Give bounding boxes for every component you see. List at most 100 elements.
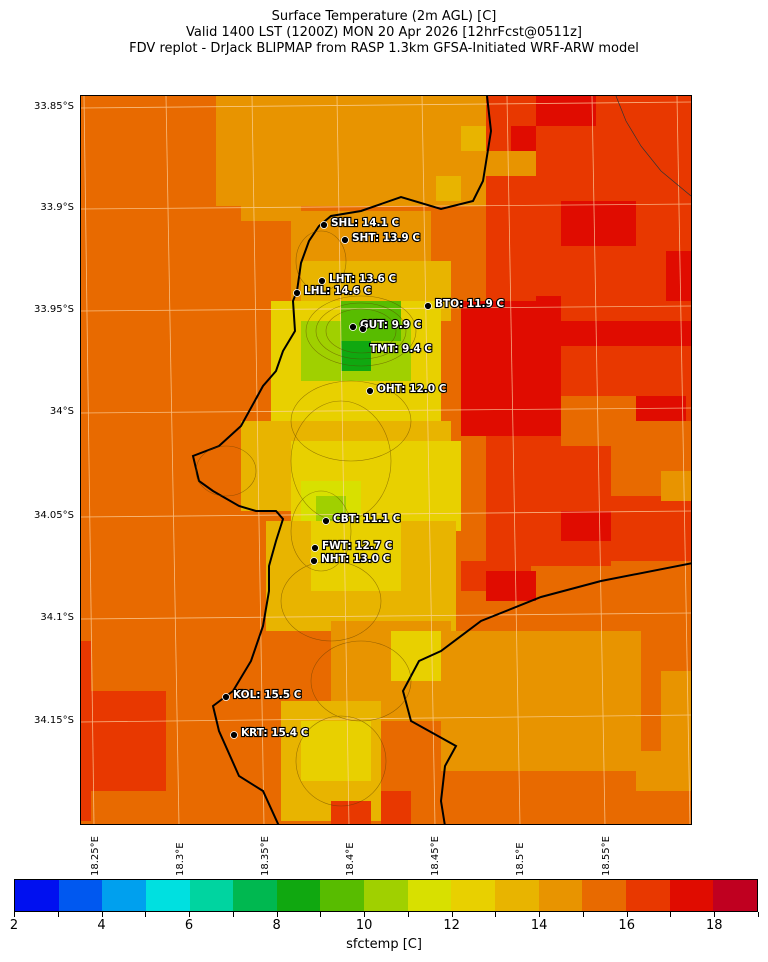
colorbar-tick [189,912,191,917]
lon-tick-label: 18.3°E [175,842,186,876]
lat-tick-label: 33.9°S [40,202,74,213]
coastline-south [401,562,691,824]
lon-tick-label: 18.35°E [260,836,271,876]
station-cbt: CBT: 11.1 C [322,512,402,526]
station-krt: KRT: 15.4 C [230,726,310,740]
colorbar-tick [364,912,366,917]
colorbar-swatch [102,880,146,911]
station-label: OHT: 12.0 C [377,383,447,395]
station-marker-icon [310,557,318,565]
chart-subtitle-model: FDV replot - DrJack BLIPMAP from RASP 1.… [129,41,639,56]
lon-tick-label: 18.25°E [90,836,101,876]
colorbar-tick [451,912,453,917]
colorbar-swatch [407,880,452,911]
lon-tick-label: 18.45°E [430,836,441,876]
station-marker-icon [322,517,330,525]
colorbar-label: sfctemp [C] [346,937,422,952]
colorbar-swatch [625,880,670,911]
station-label: NHT: 13.0 C [321,553,391,565]
colorbar-tick [145,912,147,917]
colorbar-tick-label: 2 [9,918,19,933]
station-marker-icon [311,544,319,552]
station-marker-icon [222,693,230,701]
station-label: GUT: 9.9 C [360,319,422,331]
station-kol: KOL: 15.5 C [222,688,303,702]
station-oht: OHT: 12.0 C [366,382,448,396]
terrain-contours [195,230,417,807]
colorbar-tick [582,912,584,917]
lon-tick-label: 18.4°E [345,842,356,876]
station-fwt: FWT: 12.7 C [311,539,394,553]
station-lhl: LHL: 14.6 C [293,284,373,298]
colorbar-swatch [669,880,714,911]
station-nht: NHT: 13.0 C [310,552,392,566]
colorbar-swatch [189,880,234,911]
station-label: SHT: 13.9 C [352,232,420,244]
colorbar-swatch [495,880,539,911]
colorbar-tick-label: 10 [355,918,373,933]
station-label: CBT: 11.1 C [333,513,401,525]
colorbar-tick-label: 8 [272,918,281,933]
colorbar-tick [232,912,234,917]
station-marker-icon [341,236,349,244]
colorbar-tick-label: 14 [530,918,548,933]
lat-tick-label: 34.05°S [34,510,74,521]
station-label: FWT: 12.7 C [322,540,393,552]
station-marker-icon [366,387,374,395]
station-label: LHT: 13.6 C [329,273,396,285]
lat-tick-label: 34.1°S [40,612,74,623]
colorbar-tick [57,912,59,917]
colorbar-tick [320,912,322,917]
station-sht: SHT: 13.9 C [341,231,421,245]
temperature-map: SHL: 14.1 C SHT: 13.9 C LHT: 13.6 C LHL: 14… [80,95,692,825]
lat-tick-label: 33.85°S [34,101,74,112]
colorbar [14,879,758,912]
colorbar-tick [101,912,103,917]
colorbar-swatch [276,880,321,911]
colorbar-tick [714,912,716,917]
station-bto: BTO: 11.9 C [424,297,506,311]
colorbar-tick [407,912,409,917]
colorbar-swatch [582,880,626,911]
station-label: LHL: 14.6 C [304,285,372,297]
colorbar-tick-label: 16 [618,918,635,933]
colorbar-tick [14,912,15,917]
chart-title: Surface Temperature (2m AGL) [C] [271,9,497,24]
colorbar-tick [626,912,628,917]
station-label: TMT: 9.4 C [370,343,432,355]
lon-tick-label: 18.5°E [515,842,526,876]
chart-subtitle-valid: Valid 1400 LST (1200Z) MON 20 Apr 2026 [… [186,25,582,40]
colorbar-tick-label: 4 [97,918,106,933]
station-label: KOL: 15.5 C [233,689,302,701]
coastline-east-thin [615,96,691,197]
station-marker-icon [318,277,326,285]
station-tmt: TMT: 9.4 C [359,325,433,356]
coastline [191,96,493,824]
colorbar-tick-label: 12 [443,918,460,933]
station-label: KRT: 15.4 C [241,727,309,739]
colorbar-tick [495,912,497,917]
station-marker-icon [359,325,367,333]
colorbar-swatch [451,880,496,911]
colorbar-swatch [145,880,190,911]
station-label: SHL: 14.1 C [331,217,399,229]
colorbar-tick-label: 18 [705,918,723,933]
colorbar-tick-label: 6 [184,918,194,933]
colorbar-swatch [320,880,365,911]
lat-tick-label: 34.15°S [34,715,74,726]
graticule [81,96,691,824]
station-shl: SHL: 14.1 C [320,216,401,230]
colorbar-tick [670,912,672,917]
station-marker-icon [293,289,301,297]
lat-tick-label: 33.95°S [34,304,74,315]
station-marker-icon [320,221,328,229]
station-marker-icon [349,323,357,331]
colorbar-tick [758,912,759,917]
colorbar-swatch [538,880,583,911]
station-marker-icon [230,731,238,739]
colorbar-swatch [233,880,277,911]
colorbar-swatch [713,880,757,911]
station-gut: GUT: 9.9 C [349,318,423,332]
colorbar-tick [276,912,278,917]
